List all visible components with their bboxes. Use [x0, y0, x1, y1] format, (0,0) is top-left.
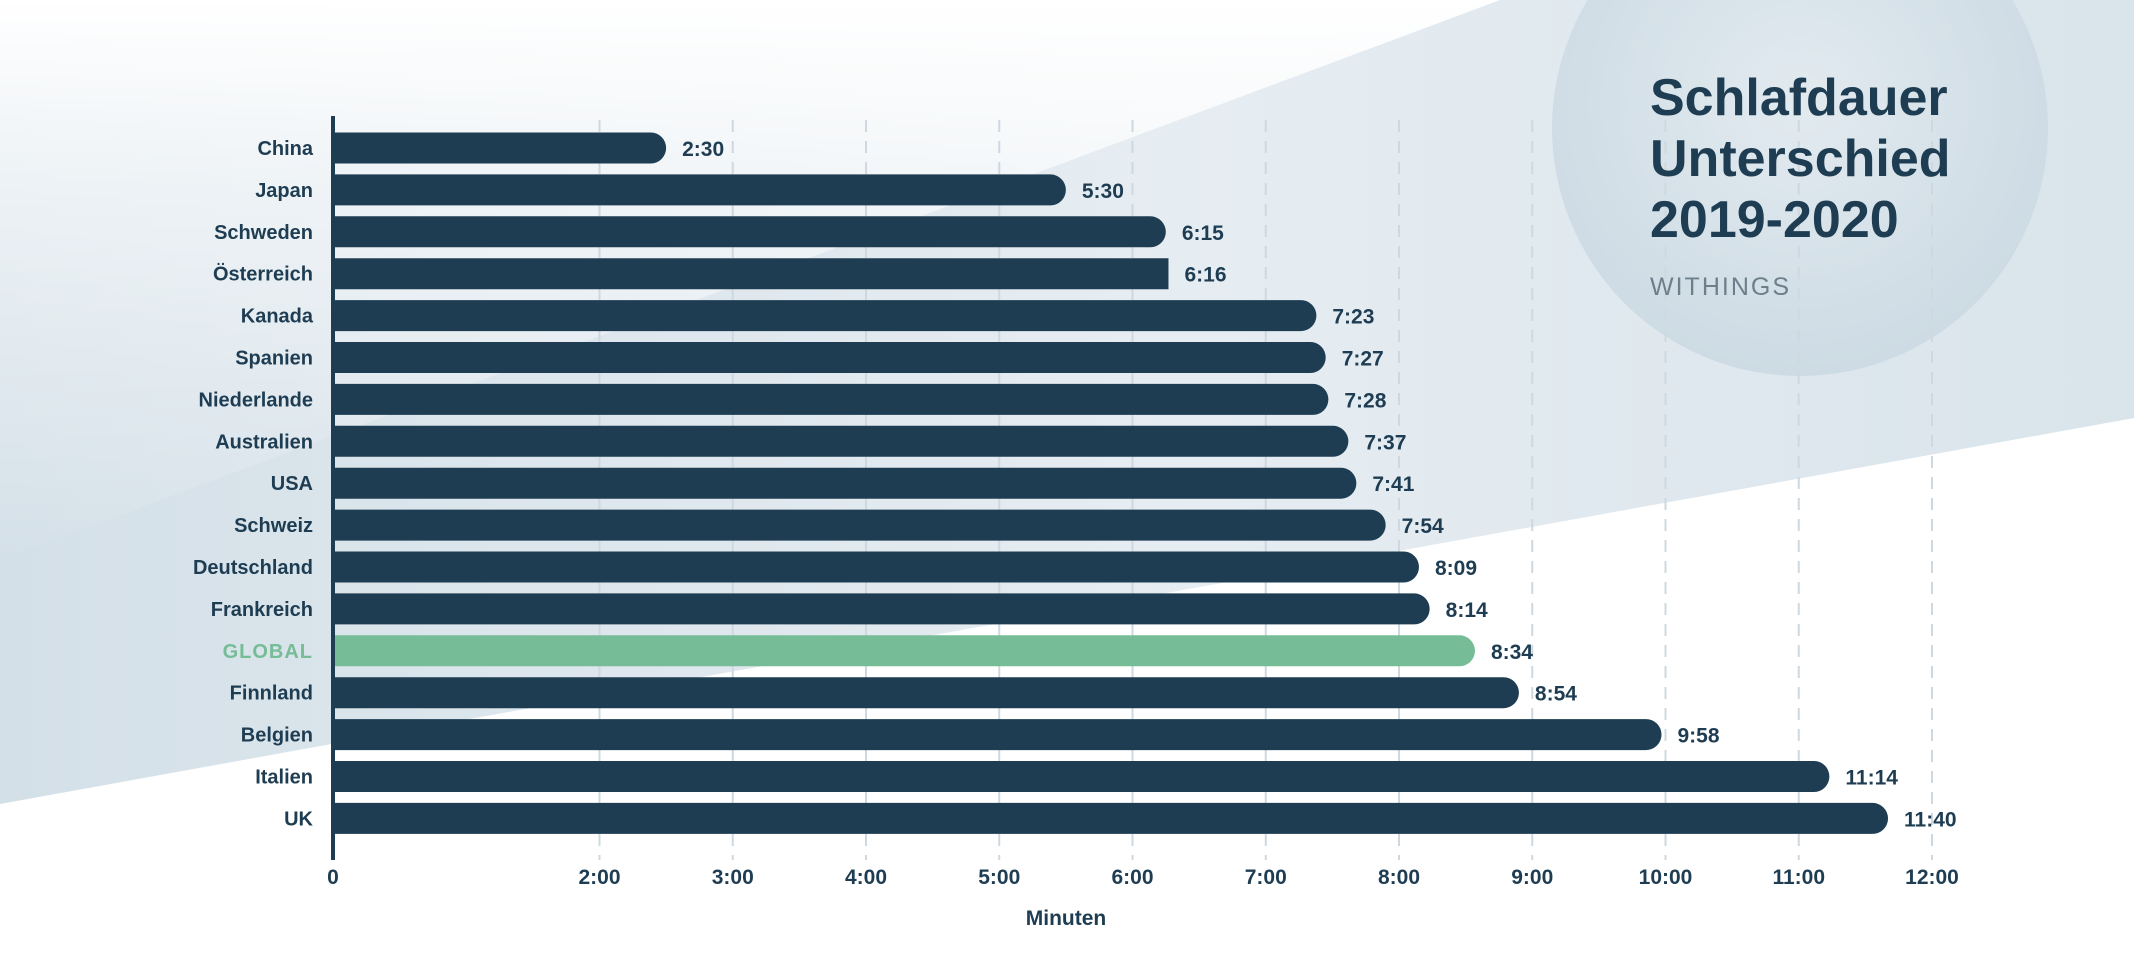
bar	[333, 635, 1475, 667]
x-tick-label: 6:00	[1111, 866, 1153, 889]
value-label: 7:27	[1342, 348, 1384, 371]
category-label: Österreich	[213, 263, 313, 286]
category-label: China	[257, 138, 313, 160]
x-tick-label: 9:00	[1511, 866, 1553, 889]
bar	[333, 425, 1349, 457]
value-label: 8:14	[1446, 599, 1488, 622]
bar	[333, 342, 1326, 373]
category-label: Schweiz	[234, 515, 313, 537]
x-tick-label: 10:00	[1639, 866, 1693, 889]
category-label: Kanada	[241, 306, 314, 328]
x-tick-label: 4:00	[845, 866, 887, 889]
value-label: 7:28	[1344, 389, 1386, 412]
category-label: Belgien	[241, 725, 313, 747]
bar	[333, 216, 1166, 248]
x-axis-title: Minuten	[1026, 907, 1106, 930]
chart-title-line-3: 2019-2020	[1650, 191, 1899, 249]
category-label: UK	[284, 808, 313, 830]
bar	[333, 677, 1519, 709]
bar	[333, 383, 1329, 415]
category-label: Schweden	[214, 222, 313, 244]
value-label: 6:16	[1184, 264, 1226, 287]
x-tick-label: 5:00	[978, 866, 1020, 889]
category-label: GLOBAL	[223, 641, 313, 663]
category-label: Deutschland	[193, 557, 313, 579]
bar	[333, 300, 1317, 332]
chart-title-line-2: Unterschied	[1650, 130, 1951, 188]
chart-title-line-1: Schlafdauer	[1650, 69, 1948, 127]
category-label: Italien	[255, 767, 313, 789]
value-label: 11:14	[1845, 767, 1898, 790]
category-label: Finnland	[230, 683, 313, 705]
bar	[333, 761, 1830, 792]
value-label: 7:37	[1364, 431, 1406, 454]
value-label: 8:54	[1535, 683, 1577, 706]
value-label: 6:15	[1182, 222, 1224, 245]
value-label: 8:34	[1491, 641, 1533, 664]
category-label: USA	[271, 473, 313, 495]
bar	[333, 132, 667, 164]
bar	[333, 593, 1430, 625]
value-label: 5:30	[1082, 180, 1124, 203]
bar	[333, 174, 1066, 206]
x-tick-label: 7:00	[1245, 866, 1287, 889]
bar	[333, 467, 1357, 499]
category-label: Australien	[215, 431, 313, 453]
value-label: 8:09	[1435, 557, 1477, 580]
title-block: Schlafdauer Unterschied 2019-2020 WITHIN…	[1650, 68, 1951, 302]
value-label: 9:58	[1678, 725, 1720, 748]
value-label: 2:30	[682, 138, 724, 161]
bar	[333, 719, 1662, 751]
x-tick-label: 12:00	[1905, 866, 1959, 889]
bar	[333, 258, 1169, 290]
bar	[333, 551, 1419, 583]
x-tick-label: 11:00	[1772, 866, 1825, 889]
value-label: 7:54	[1402, 515, 1444, 538]
category-label: Japan	[255, 180, 313, 202]
brand-label: WITHINGS	[1650, 273, 1791, 301]
category-label: Niederlande	[199, 389, 313, 411]
x-tick-label: 0	[327, 866, 339, 889]
value-label: 7:41	[1372, 473, 1414, 496]
category-label: Frankreich	[211, 599, 313, 621]
x-tick-label: 2:00	[578, 866, 620, 889]
bar	[333, 509, 1386, 541]
x-tick-label: 8:00	[1378, 866, 1420, 889]
value-label: 7:23	[1332, 306, 1374, 329]
bar	[333, 802, 1889, 834]
category-label: Spanien	[235, 348, 313, 370]
x-tick-label: 3:00	[712, 866, 754, 889]
value-label: 11:40	[1904, 808, 1957, 831]
